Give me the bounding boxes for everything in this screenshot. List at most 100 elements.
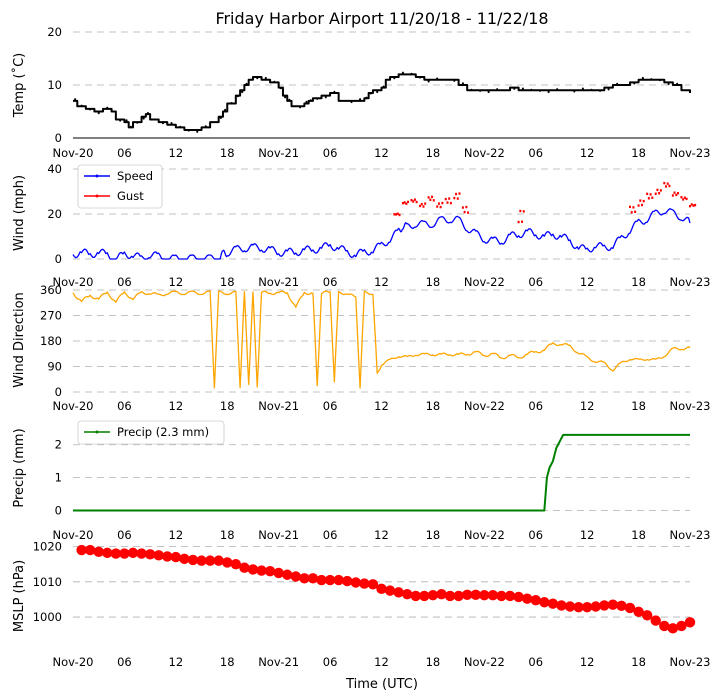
wdir-xtick-label: 06 [528, 399, 543, 413]
wind-ytick-label: 20 [47, 207, 62, 221]
mslp-point [624, 602, 636, 614]
wind-gust-point [668, 184, 671, 188]
precip-ylabel: Precip (mm) [12, 428, 27, 507]
mslp-point [230, 558, 242, 570]
wind-gust-point [634, 210, 637, 213]
wind-gust-point [441, 201, 444, 205]
precip-xtick-label: 12 [374, 528, 389, 542]
temp-xtick-label: 06 [323, 146, 338, 160]
wind-gust-point [403, 201, 406, 204]
mslp-point [307, 573, 319, 584]
precip-ytick-label: 0 [55, 503, 62, 517]
wdir-ylabel: Wind Direction [12, 292, 27, 388]
mslp-point [299, 573, 310, 584]
wind-gust-point [673, 191, 676, 194]
precip-xtick-label: 06 [528, 528, 543, 542]
mslp-point [607, 599, 619, 610]
wind-gust-point [432, 199, 435, 202]
wind-gust-point [393, 213, 396, 216]
mslp-point [76, 544, 87, 556]
wind-gust-point [639, 199, 642, 202]
wind-gust-point [630, 211, 633, 214]
wind-gust-point [444, 197, 447, 201]
temp-xtick-label: 18 [220, 146, 235, 160]
wind-gust-point [641, 203, 644, 207]
wind-legend: Speed Gust [77, 164, 163, 209]
wind-gust-point [519, 209, 522, 213]
precip-series-precip-2-3-mm [73, 433, 690, 512]
mslp-point [264, 566, 276, 577]
wind-gust-point [410, 199, 413, 202]
mslp-point [324, 574, 336, 586]
mslp-point [539, 597, 550, 608]
mslp-point [367, 579, 379, 590]
wind-gust-point [517, 220, 520, 224]
mslp-point [427, 590, 439, 601]
mslp-point [153, 550, 164, 561]
wind-xtick-label: 18 [631, 275, 646, 289]
mslp-xtick-label: 18 [631, 655, 646, 669]
wind-xtick-label: 18 [426, 275, 441, 289]
mslp-ytick-label: 1010 [33, 575, 62, 589]
wind-gust-point [461, 206, 464, 209]
wind-xtick-label: 12 [580, 275, 595, 289]
mslp-point [564, 601, 576, 612]
legend-gust-label: Gust [117, 189, 144, 203]
wind-gust-point [680, 195, 683, 199]
wdir-xtick-label: 18 [426, 399, 441, 413]
wind-xtick-label: 06 [117, 275, 132, 289]
wind-gust-point [632, 206, 635, 209]
mslp-point [556, 600, 567, 611]
mslp-point [282, 569, 293, 580]
panel-mslp: 1000 1010 1020 Nov-20 06 12 18 Nov-21 06 12 18 Nov-… [12, 540, 710, 669]
wind-gust-point [658, 192, 661, 195]
wind-gust-point [419, 204, 422, 208]
panel-wind: 0 20 40 Nov-20 06 12 18 Nov-21 06 12 18 Nov-22 06 12 1… [12, 162, 710, 289]
wind-gust-point [689, 204, 691, 208]
wdir-axes: 0 90 180 270 360 Nov-20 06 12 18 Nov-21 06 12 18 Nov-… [40, 283, 710, 413]
temp-xtick-label: 18 [631, 146, 646, 160]
wdir-series-wind-direction [72, 290, 691, 389]
mslp-point [350, 577, 361, 588]
wind-xtick-label: Nov-21 [258, 275, 299, 289]
wind-gust-point [659, 189, 662, 192]
legend-speed-label: Speed [117, 169, 153, 183]
precip-xtick-label: Nov-23 [670, 528, 711, 542]
mslp-point [196, 555, 207, 566]
wdir-xtick-label: 18 [220, 399, 235, 413]
mslp-point [316, 574, 327, 586]
mslp-point [547, 598, 559, 609]
wind-gust-point [420, 202, 423, 206]
wdir-ytick-label: 270 [40, 309, 62, 323]
precip-xtick-label: 12 [169, 528, 184, 542]
mslp-point [676, 620, 687, 632]
wind-xtick-label: 18 [220, 275, 235, 289]
temp-ytick-label: 20 [47, 25, 62, 39]
mslp-point [93, 546, 104, 558]
wind-xtick-label: 06 [528, 275, 543, 289]
wdir-xtick-label: 12 [374, 399, 389, 413]
mslp-xtick-label: Nov-21 [258, 655, 299, 669]
mslp-point [410, 590, 421, 602]
wind-gust-point [407, 200, 410, 204]
wind-xtick-label: Nov-23 [670, 275, 711, 289]
wind-gust-point [683, 196, 686, 199]
legend-gust-marker [95, 194, 99, 198]
mslp-point [359, 578, 370, 589]
mslp-point [179, 553, 190, 565]
mslp-point [479, 590, 490, 601]
precip-xtick-label: Nov-22 [464, 528, 505, 542]
wind-gust-point [453, 196, 456, 200]
wind-gust-point [647, 197, 650, 200]
legend-precip-label: Precip (2.3 mm) [117, 425, 209, 439]
wind-gust-point [427, 196, 430, 199]
temp-xtick-label: Nov-21 [258, 146, 299, 160]
wind-gust-point [437, 202, 440, 205]
wind-gust-point [448, 197, 451, 200]
wind-gust-point [522, 210, 525, 213]
mslp-xtick-label: 12 [580, 655, 595, 669]
wind-gust-point [656, 188, 659, 192]
wind-gust-point [629, 205, 632, 209]
